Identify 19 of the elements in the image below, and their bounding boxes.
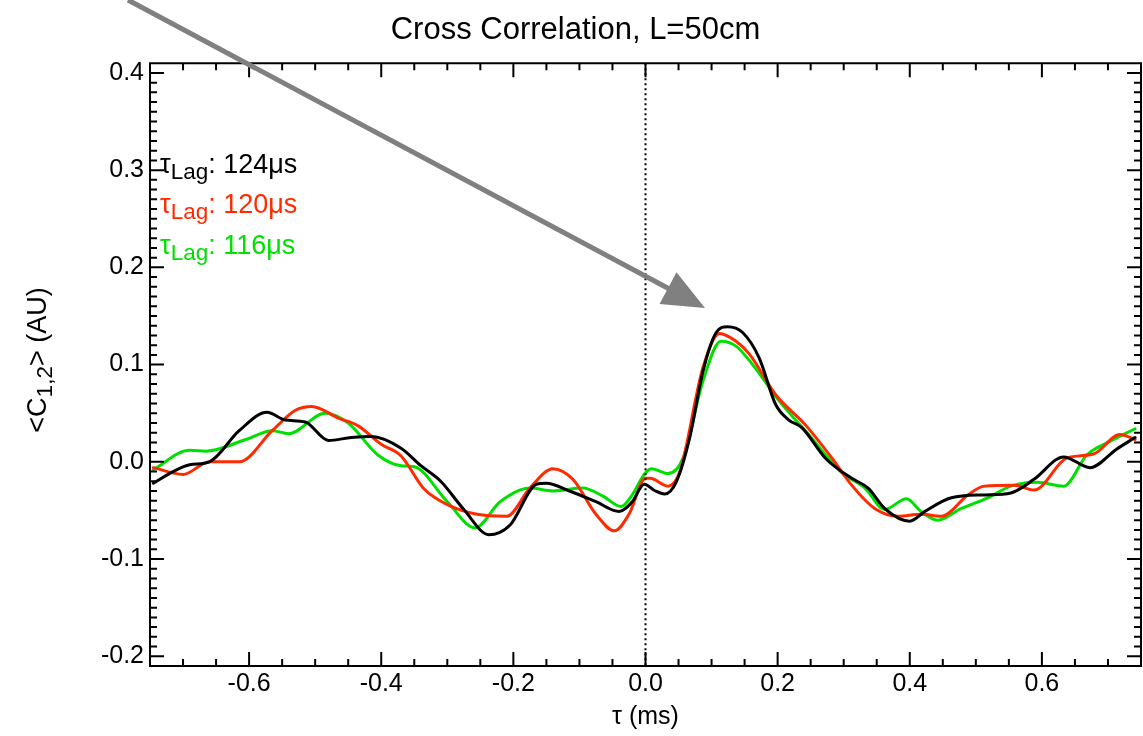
x-tick-label: 0.6: [1024, 667, 1060, 696]
y-tick-label: 0.1: [109, 348, 144, 377]
x-axis-title: τ (ms): [612, 700, 679, 729]
x-tick-label: -0.6: [227, 667, 271, 696]
y-tick-label: -0.1: [100, 542, 144, 571]
chart-title: Cross Correlation, L=50cm: [390, 11, 761, 47]
x-tick-label: 0.2: [760, 667, 796, 696]
y-tick-label: -0.2: [100, 640, 144, 669]
y-tick-label: 0.4: [109, 56, 145, 85]
text: τ$_{Lag}$: 124μs: [160, 148, 298, 187]
x-tick-label: 0.0: [628, 667, 663, 696]
y-tick-label: 0.2: [109, 251, 144, 280]
y-tick-label: 0.3: [109, 154, 144, 183]
x-tick-label: -0.2: [491, 667, 535, 696]
y-tick-label: 0.0: [109, 445, 144, 474]
x-tick-label: 0.4: [892, 667, 928, 696]
text: τ$_{Lag}$: 120μs: [160, 188, 298, 227]
text: τ$_{Lag}$: 116μs: [160, 228, 297, 268]
x-tick-label: -0.4: [359, 667, 403, 696]
